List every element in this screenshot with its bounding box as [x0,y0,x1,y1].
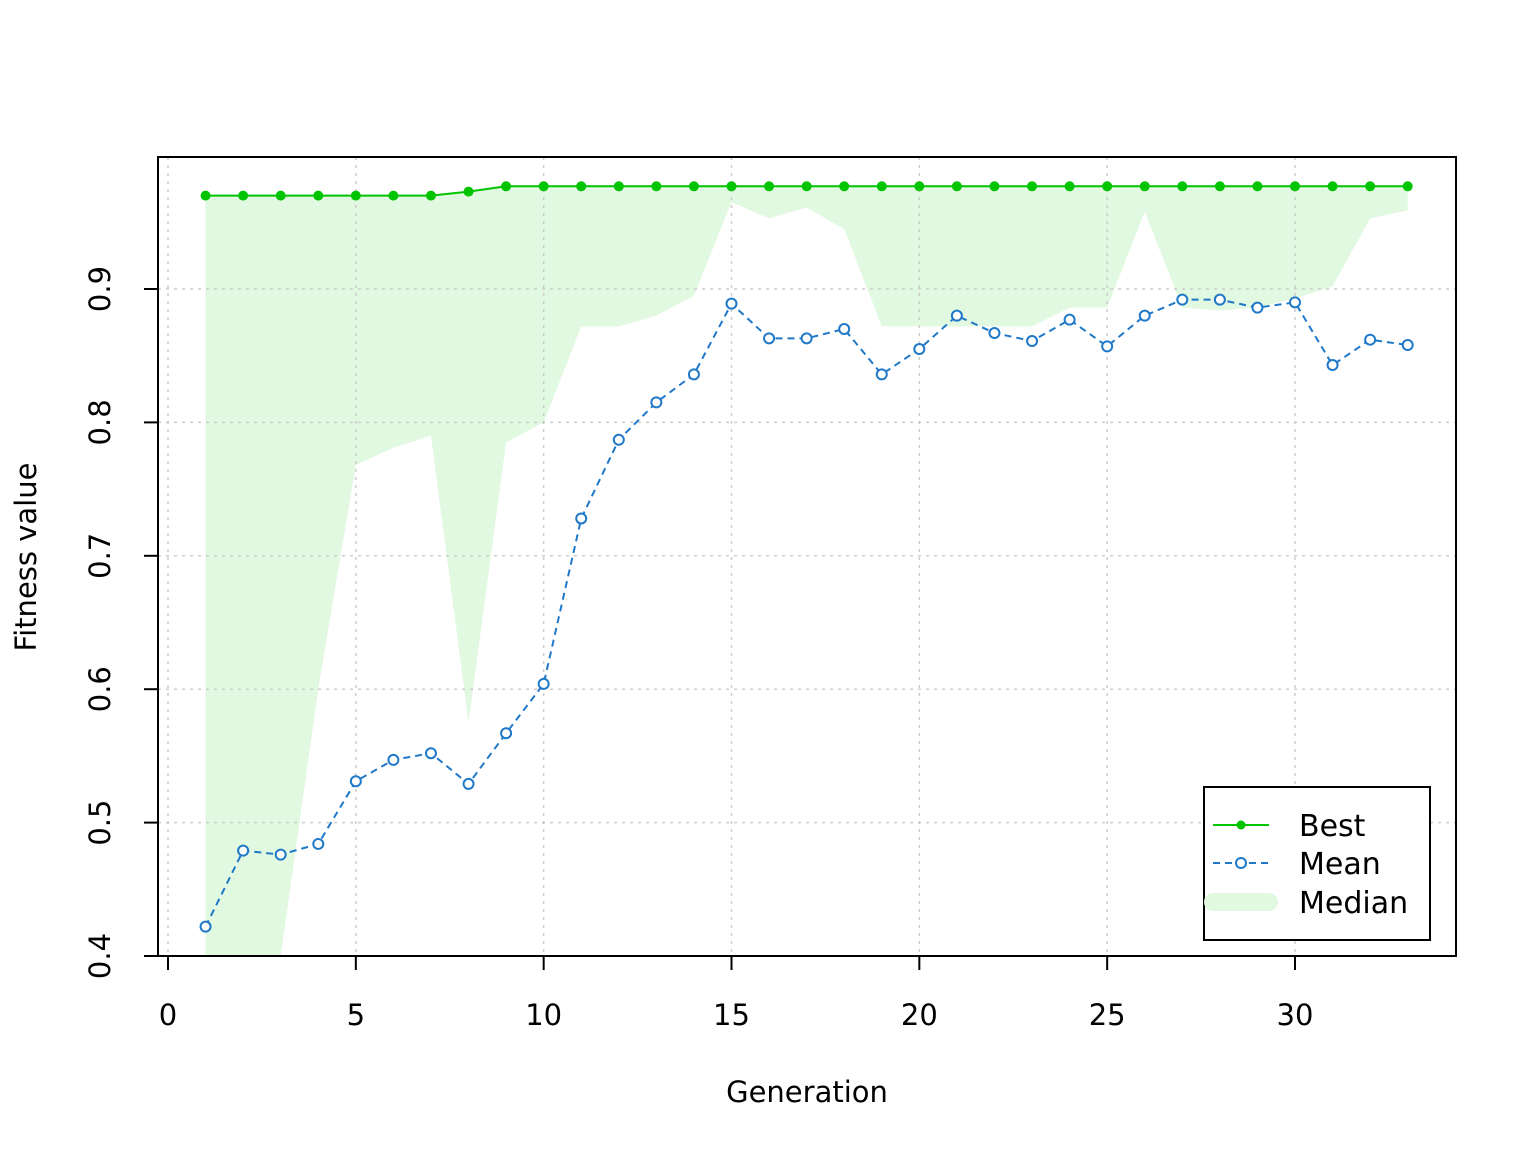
mean-point [988,327,1001,340]
mean-point [500,727,513,740]
mean-point [387,753,400,766]
best-point [1064,181,1075,192]
best-point [801,181,812,192]
best-point [1102,181,1113,192]
mean-point [1026,335,1039,348]
best-point [651,181,662,192]
x-tick-label: 15 [713,998,750,1032]
mean-point [800,332,813,345]
y-tick-label: 0.9 [83,266,117,312]
y-tick-label: 0.4 [83,933,117,979]
mean-point [875,368,888,381]
mean-series-layer [199,293,1414,933]
mean-point [725,297,738,310]
mean-point [913,343,926,356]
mean-point [1289,296,1301,309]
mean-point [950,309,963,322]
best-point [388,190,399,201]
best-point [350,190,361,201]
median-band [205,186,1408,957]
mean-point [1364,333,1377,346]
legend-median-label: Median [1299,886,1408,921]
best-point [501,181,512,192]
mean-point [1251,301,1264,314]
mean-point [1138,309,1151,322]
mean-point [1101,340,1114,353]
x-tick-label: 10 [525,998,562,1032]
x-axis-label: Generation [726,1075,888,1109]
best-point [275,190,286,201]
best-point [576,181,587,192]
x-tick-label: 25 [1089,998,1126,1032]
x-tick-label: 0 [159,998,177,1032]
best-point [688,181,699,192]
best-point [1214,181,1225,192]
mean-point [838,323,851,336]
best-point [238,190,249,201]
mean-point [349,775,362,788]
mean-point [312,837,325,850]
legend-mean-label: Mean [1299,847,1381,882]
mean-point [763,332,776,345]
median-band-layer [205,186,1408,957]
mean-point [424,747,437,760]
mean-point [687,368,700,381]
best-point [726,181,737,192]
mean-point [1401,339,1414,352]
mean-point [1176,293,1189,306]
legend-best-label: Best [1299,809,1366,844]
best-point [876,181,887,192]
best-point [1177,181,1188,192]
mean-point [462,777,475,790]
best-point [914,181,925,192]
mean-point [650,396,663,409]
legend-mean-marker [1235,857,1247,869]
best-point [1327,181,1338,192]
mean-point [1326,359,1339,372]
mean-point [537,677,550,690]
best-point [1252,181,1263,192]
y-axis-label: Fitness value [9,463,43,652]
mean-point [199,920,212,933]
mean-point [1213,293,1226,306]
mean-point [575,512,588,525]
y-tick-label: 0.8 [83,399,117,445]
y-tick-label: 0.7 [83,533,117,579]
best-point [1365,181,1376,192]
x-tick-label: 20 [901,998,938,1032]
mean-point [1063,313,1076,326]
best-point [613,181,624,192]
x-tick-label: 30 [1277,998,1314,1032]
legend-best-marker [1236,820,1246,830]
best-point [538,181,549,192]
best-point [313,190,324,201]
mean-point [612,433,625,446]
best-series-layer [200,181,1413,201]
x-tick-label: 5 [347,998,365,1032]
best-point [1290,181,1300,192]
best-point [1139,181,1150,192]
best-point [1027,181,1038,192]
mean-point [274,848,287,861]
mean-point [237,844,250,857]
mean-line [204,298,1408,928]
best-point [764,181,775,192]
best-point [839,181,850,192]
axis-layer: 0 5 10 15 20 25 30 0.4 0.5 0.6 0.7 0.8 0.9 [83,266,1313,1032]
best-point [200,190,211,201]
best-point [463,186,474,197]
best-point [1402,181,1413,192]
y-tick-label: 0.6 [83,666,117,712]
best-point [425,190,436,201]
best-point [989,181,1000,192]
y-tick-label: 0.5 [83,800,117,846]
best-point [951,181,962,192]
